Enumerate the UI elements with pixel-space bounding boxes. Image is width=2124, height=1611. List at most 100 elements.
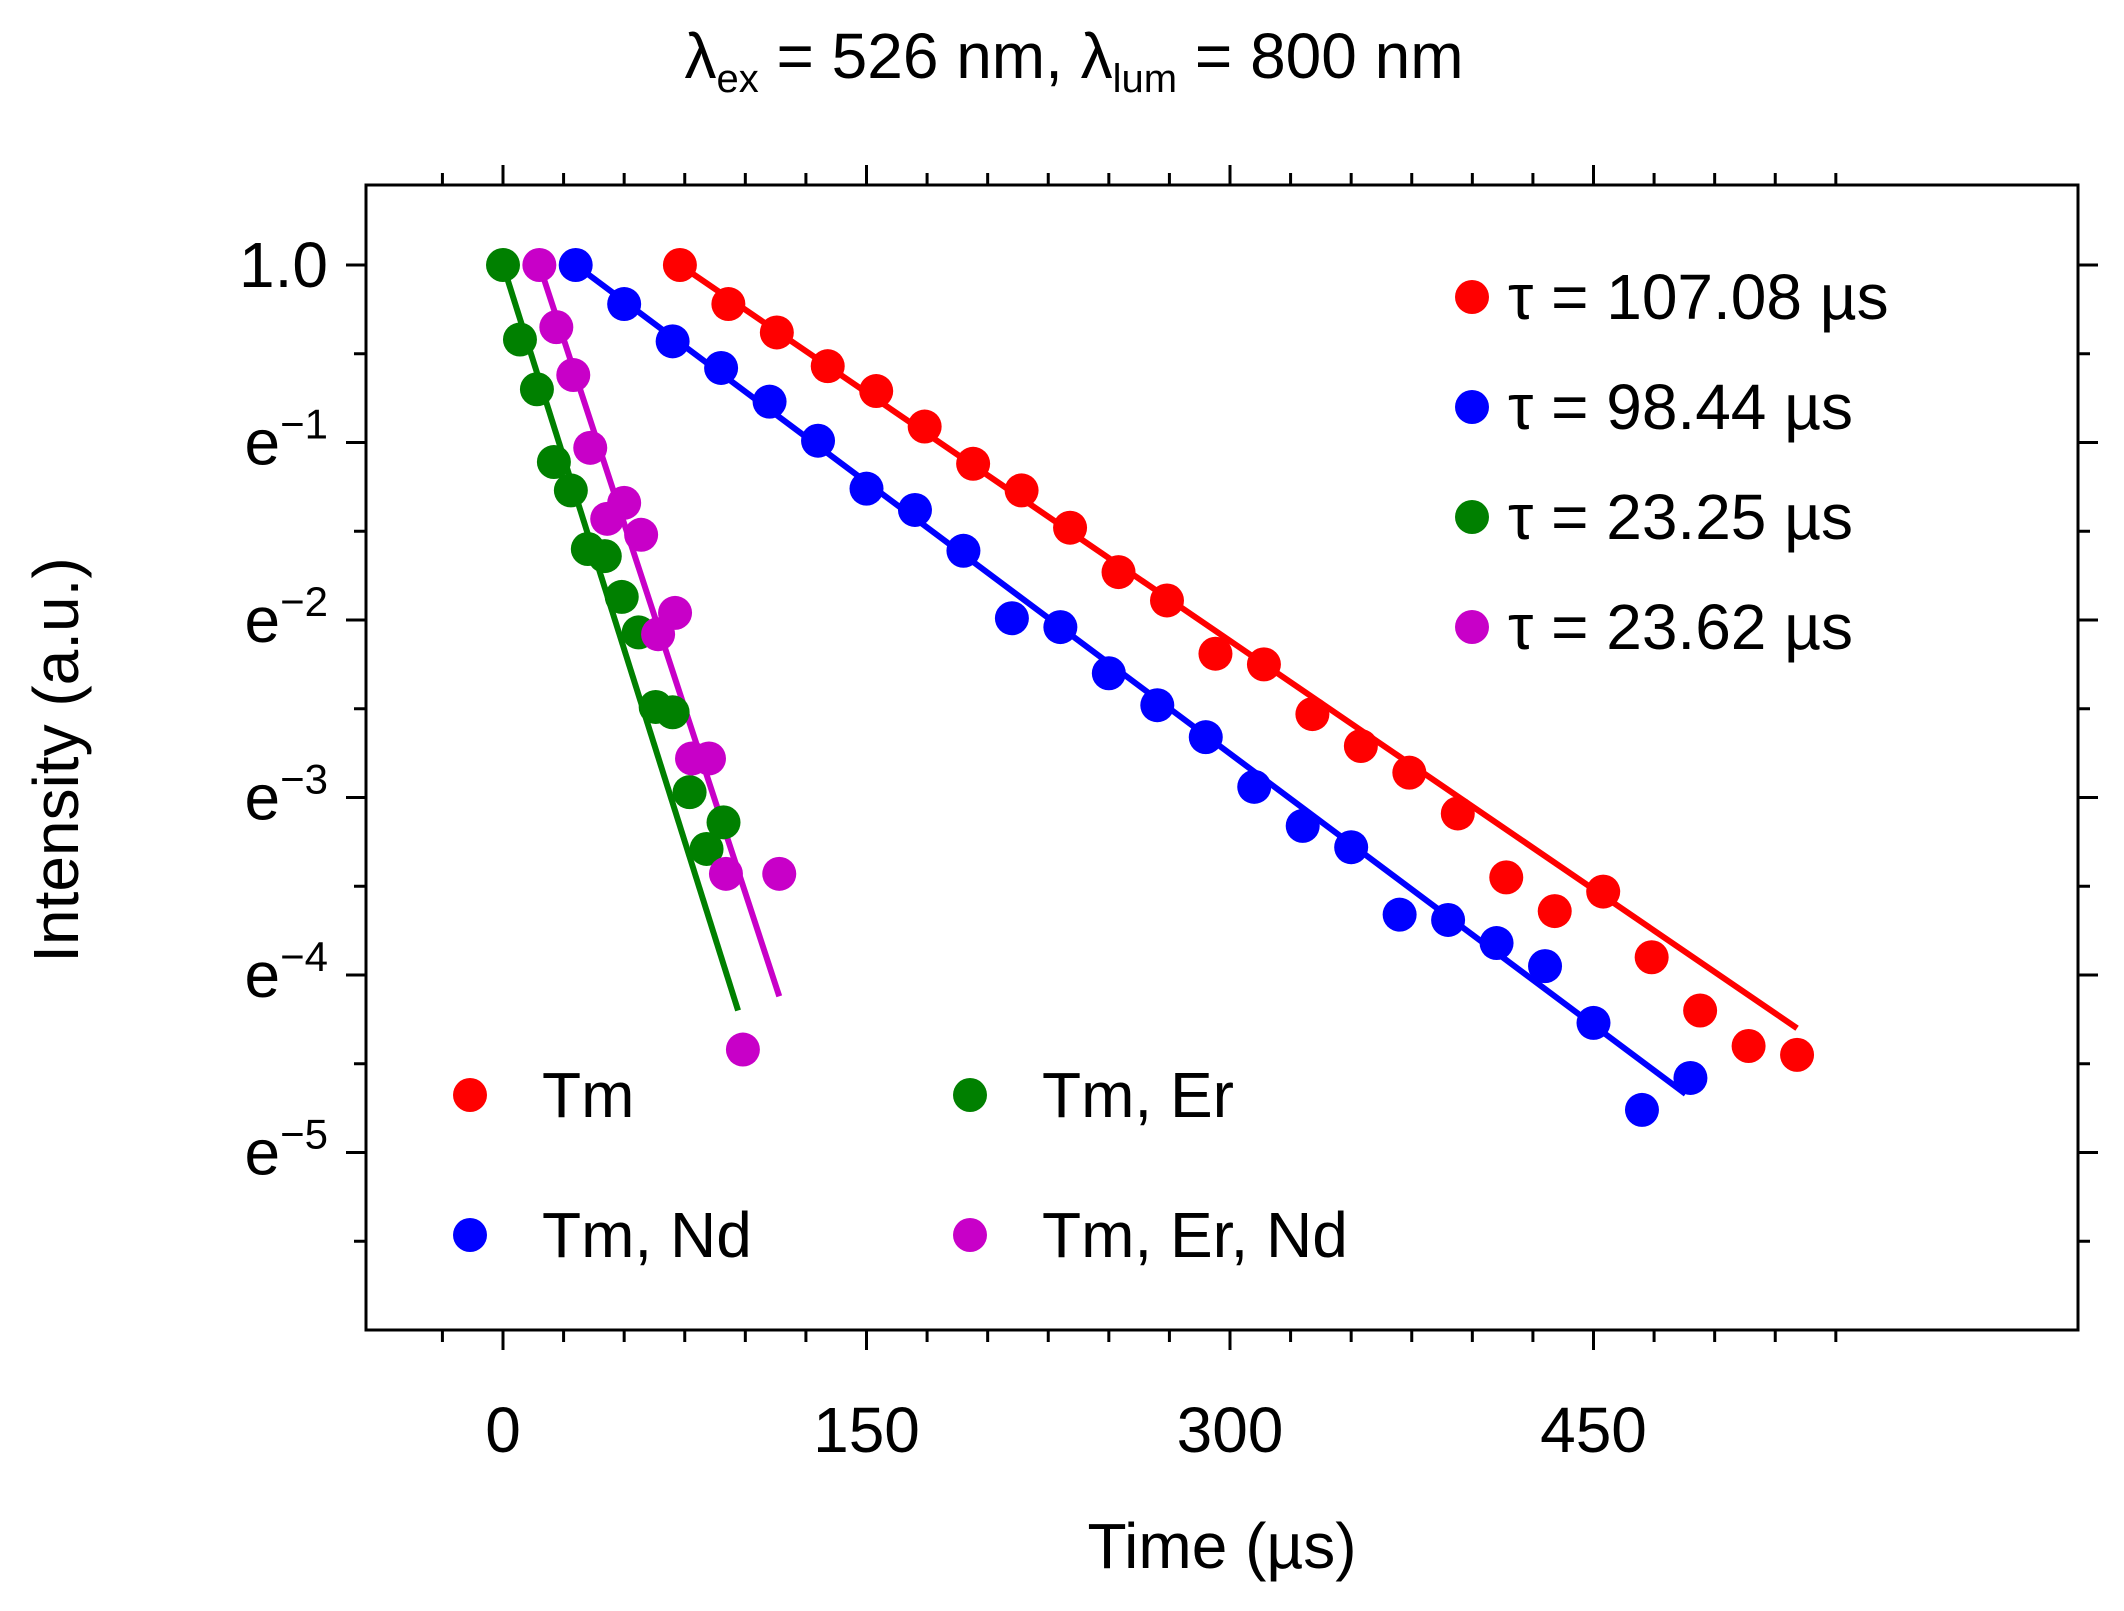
data-point [1440, 796, 1475, 831]
data-point [604, 579, 639, 614]
tau-legend-label: τ = 23.25 µs [1508, 481, 1853, 553]
sample-legend-marker [453, 1078, 487, 1112]
data-point [519, 372, 554, 407]
tau-legend-marker [1455, 500, 1489, 534]
y-tick-base: 1.0 [239, 229, 328, 301]
data-point [1149, 583, 1184, 618]
title-lambda-ex: λ [684, 20, 716, 92]
title-lambda-lum: λ [1081, 20, 1113, 92]
y-tick-base: e [245, 584, 281, 656]
sample-legend-marker [953, 1218, 987, 1252]
data-point [1731, 1029, 1766, 1063]
data-point [573, 430, 608, 465]
data-point [1634, 940, 1669, 975]
y-tick-base: e [245, 407, 281, 479]
data-point [691, 741, 726, 776]
data-point [587, 539, 622, 574]
data-point [655, 324, 690, 359]
data-point [1431, 902, 1466, 937]
data-point [1586, 874, 1621, 909]
y-tick-base: e [245, 762, 281, 834]
data-point [956, 446, 991, 481]
data-point [759, 315, 794, 350]
data-point [1528, 949, 1563, 984]
data-point [558, 248, 593, 282]
x-axis-label: Time (µs) [1087, 1510, 1356, 1582]
data-point [1188, 720, 1223, 755]
data-point [1198, 636, 1233, 671]
data-point [658, 595, 693, 630]
data-point [704, 350, 739, 385]
data-point [1392, 755, 1427, 790]
data-point [1382, 897, 1417, 932]
sample-legend-marker [953, 1078, 987, 1112]
y-tick-label: e−1 [245, 401, 328, 479]
data-point [1537, 894, 1572, 929]
data-point [897, 492, 932, 527]
x-tick-label: 0 [485, 1394, 521, 1466]
sample-legend-label: Tm, Nd [542, 1199, 752, 1271]
sample-legend-label: Tm, Er [1042, 1059, 1234, 1131]
title-sub-lum: lum [1113, 57, 1177, 101]
data-point [1285, 808, 1320, 843]
tau-legend-marker [1455, 280, 1489, 314]
data-point [859, 374, 894, 409]
data-point [1101, 555, 1136, 590]
y-axis: 1.0e−1e−2e−3e−4e−5 [239, 229, 2098, 1243]
x-tick-label: 300 [1177, 1394, 1284, 1466]
data-point [1334, 830, 1369, 865]
y-tick-exponent: −1 [280, 401, 328, 448]
y-tick-exponent: −2 [280, 578, 328, 625]
data-point [1043, 610, 1078, 645]
y-tick-label: e−2 [245, 578, 328, 656]
title-end: = 800 nm [1177, 20, 1463, 92]
data-point [1237, 769, 1272, 804]
sample-legend: Tm Tm, Nd Tm, Er Tm, Er, Nd [453, 1059, 1348, 1271]
data-point [1343, 729, 1378, 764]
y-tick-exponent: −5 [280, 1111, 328, 1158]
data-point [1673, 1060, 1708, 1095]
data-point [725, 1032, 760, 1067]
data-point [810, 349, 845, 384]
tau-legend-label: τ = 23.62 µs [1508, 591, 1853, 663]
data-point [711, 287, 746, 322]
data-points [486, 248, 1815, 1127]
data-point [1780, 1037, 1815, 1072]
data-point [1140, 688, 1175, 723]
y-axis-label: Intensity (a.u.) [20, 557, 92, 963]
data-point [655, 695, 690, 730]
y-tick-exponent: −3 [280, 756, 328, 803]
data-point [907, 409, 942, 444]
data-point [522, 248, 557, 282]
y-tick-label: e−4 [245, 933, 328, 1011]
plot-frame [364, 183, 2080, 1332]
tau-legend-label: τ = 107.08 µs [1508, 261, 1889, 333]
sample-legend-marker [453, 1218, 487, 1252]
tau-legend-marker [1455, 610, 1489, 644]
y-tick-base: e [245, 939, 281, 1011]
sample-legend-label: Tm, Er, Nd [1042, 1199, 1348, 1271]
sample-legend-label: Tm [542, 1059, 634, 1131]
data-point [706, 805, 741, 840]
data-point [1004, 473, 1039, 508]
x-tick-label: 150 [813, 1394, 920, 1466]
data-point [1246, 647, 1281, 682]
data-point [556, 358, 591, 393]
data-point [1624, 1092, 1659, 1127]
tau-legend-label: τ = 98.44 µs [1508, 371, 1853, 443]
data-point [762, 856, 797, 891]
data-point [1683, 993, 1718, 1028]
y-tick-label: e−3 [245, 756, 328, 834]
data-point [553, 473, 588, 508]
data-point [539, 310, 574, 345]
y-tick-label: 1.0 [239, 229, 328, 301]
title-mid: = 526 nm, [759, 20, 1081, 92]
data-point [1091, 656, 1126, 691]
data-point [662, 248, 697, 282]
x-axis: 0 150 300 450 [440, 165, 1838, 1466]
data-point [801, 423, 836, 458]
data-point [1053, 510, 1088, 545]
y-tick-exponent: −4 [280, 933, 328, 980]
data-point [849, 471, 884, 506]
